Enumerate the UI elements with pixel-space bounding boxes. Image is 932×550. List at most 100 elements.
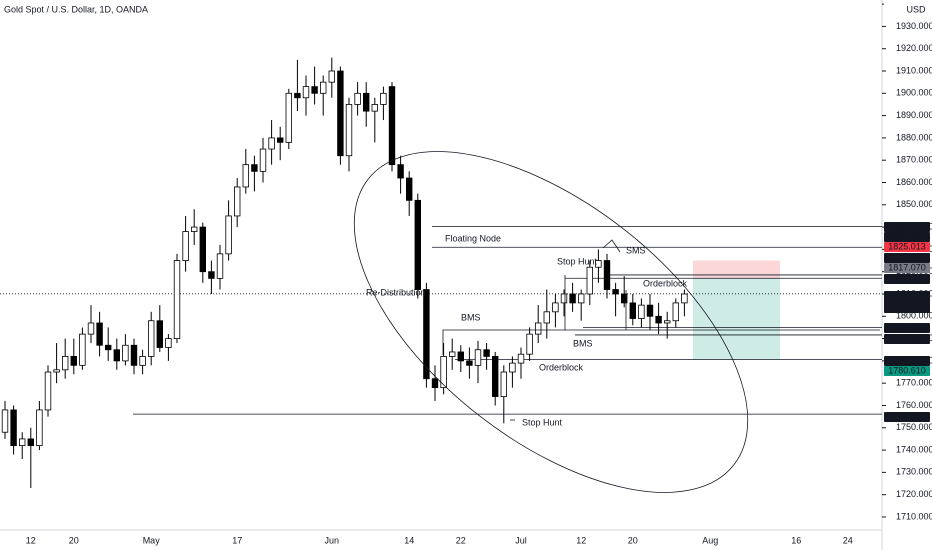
currency: USD [906, 4, 926, 14]
candle-body [621, 293, 628, 304]
y-tick-label: 1730.000 [896, 467, 932, 477]
price-label-bg [884, 334, 930, 344]
price-label: 1830.960 [888, 231, 926, 241]
candle-body [483, 349, 490, 357]
price-label-bg [884, 263, 930, 273]
candle-body [122, 344, 129, 362]
candle-body [182, 231, 189, 261]
candle-body [448, 351, 456, 357]
price-label: 1780.610 [888, 365, 926, 375]
price-label-bg [884, 356, 930, 366]
candle-body [354, 92, 361, 105]
candle-body [105, 344, 112, 351]
y-tick-label: 1860.000 [896, 177, 932, 187]
candle-body [165, 338, 172, 348]
candle-body [517, 353, 525, 364]
price-label: 1818.540 [888, 252, 926, 262]
candle-layer [1, 57, 688, 488]
candle-body [190, 226, 198, 232]
candle-body [10, 409, 17, 447]
candle-body [285, 92, 292, 143]
candle-body [242, 164, 249, 188]
candle-body [44, 371, 52, 411]
candle-body [655, 315, 662, 324]
candle-body [70, 356, 77, 366]
candle-body [173, 260, 181, 339]
price-label: 1817.070 [888, 273, 926, 283]
annotation: Stop Hunt [557, 256, 598, 266]
candle-body [1, 409, 9, 433]
candle-body [552, 302, 559, 313]
y-tick-label: 1720.000 [896, 489, 932, 499]
candle-body [431, 378, 439, 389]
candle-body [147, 320, 155, 357]
y-tick-label: 1880.000 [896, 132, 932, 142]
candle-body [388, 86, 396, 166]
candle-body [62, 356, 69, 371]
candle-body [302, 86, 310, 99]
chart-title: Gold Spot / U.S. Dollar, 1D, OANDA [4, 4, 148, 14]
y-tick-label: 1770.000 [896, 378, 932, 388]
x-tick-label: 14 [404, 535, 414, 545]
y-tick-label: 1740.000 [896, 444, 932, 454]
price-label: 1817.070 [888, 262, 926, 272]
ellipse [353, 151, 749, 493]
x-tick-label: May [143, 535, 161, 545]
candle-body [414, 199, 421, 290]
candle-body [96, 322, 103, 346]
candle-body [345, 104, 353, 157]
candle-body [319, 81, 327, 94]
candle-body [311, 86, 318, 94]
candle-body [526, 333, 533, 355]
x-tick-label: 12 [26, 535, 36, 545]
x-tick-label: Jul [515, 535, 527, 545]
candle-body [578, 293, 585, 304]
x-tick-label: 22 [456, 535, 466, 545]
target-zone [693, 278, 780, 360]
candle-body [251, 164, 258, 172]
candle-body [535, 322, 542, 335]
candle-body [362, 92, 370, 112]
candle-body [139, 356, 146, 366]
y-tick-label: 1760.000 [896, 400, 932, 410]
candle-body [638, 304, 645, 319]
candle-body [53, 369, 60, 373]
price-label: 1794.985 [888, 322, 926, 332]
candle-body [672, 302, 679, 322]
sms-line [602, 239, 621, 253]
candle-body [113, 349, 120, 362]
price-label-bg [884, 232, 930, 242]
y-tick-label: 1910.000 [896, 65, 932, 75]
x-tick-label: 24 [843, 535, 853, 545]
price-label: 1825.013 [888, 241, 926, 251]
annotation: SMS [626, 245, 646, 255]
annotation: Re-Distribution [366, 287, 426, 297]
price-label-bg [884, 253, 930, 263]
candle-body [225, 215, 232, 255]
candle-body [208, 271, 215, 279]
candle-body [294, 92, 301, 99]
price-label-bg [884, 366, 930, 376]
candle-body [156, 320, 163, 348]
annotation: BMS [461, 312, 481, 322]
price-label-bg [884, 242, 930, 252]
x-tick-label: 16 [791, 535, 801, 545]
candle-body [337, 70, 344, 157]
candle-body [474, 349, 482, 366]
annotation-layer: Floating Node Stop Hunt SMS Orderblock Re-Di… [366, 233, 688, 427]
drawings [353, 151, 880, 493]
countdown: 21:38:11 [890, 301, 924, 311]
price-label-bg [884, 412, 930, 422]
price-label-bg [884, 274, 930, 284]
candle-body [491, 356, 499, 397]
x-tick-label: 17 [232, 535, 242, 545]
candle-body [457, 351, 464, 362]
y-tick-label: 1900.000 [896, 88, 932, 98]
price-label: 1810.070 [888, 291, 926, 301]
x-tick-label: 12 [576, 535, 586, 545]
x-tick-label: Jun [325, 535, 340, 545]
currency-bg [884, 0, 932, 16]
candle-body [569, 293, 576, 304]
stop-zone [693, 260, 780, 279]
